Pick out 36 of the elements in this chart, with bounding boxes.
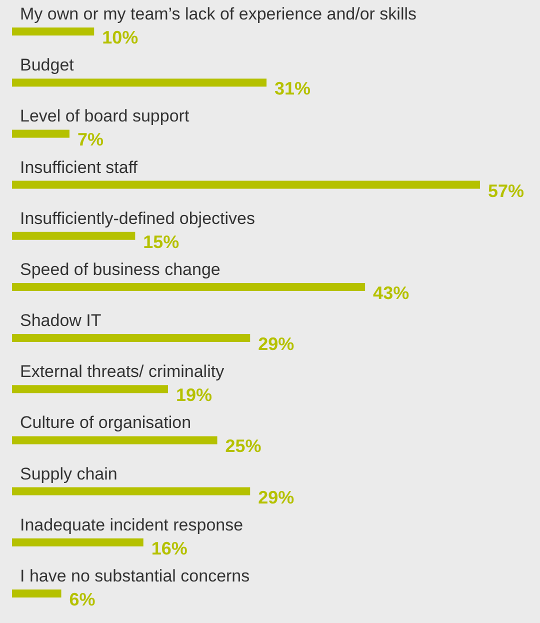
bar <box>12 334 250 342</box>
bar <box>12 78 267 87</box>
bar <box>12 28 94 36</box>
data-label: 43% <box>373 282 410 303</box>
bar <box>12 487 250 496</box>
y-tick-label: Insufficient staff <box>20 158 138 177</box>
y-tick-label: I have no substantial concerns <box>20 566 250 586</box>
y-tick-label: Speed of business change <box>20 260 220 279</box>
data-label: 57% <box>488 180 524 201</box>
y-tick-label: External threats/ criminality <box>20 362 225 382</box>
data-label: 7% <box>77 130 104 150</box>
data-label: 25% <box>225 436 262 456</box>
bar <box>12 180 480 189</box>
data-label: 29% <box>258 334 294 354</box>
y-tick-label: Supply chain <box>20 464 118 484</box>
y-tick-label: Inadequate incident response <box>20 515 244 534</box>
data-label: 16% <box>151 538 188 558</box>
data-label: 15% <box>143 232 180 252</box>
data-label: 19% <box>176 385 212 406</box>
bar <box>12 130 70 138</box>
bar <box>12 589 62 598</box>
y-tick-label: Shadow IT <box>20 311 102 330</box>
data-label: 10% <box>102 28 138 48</box>
data-label: 29% <box>258 487 294 508</box>
bar <box>12 232 136 240</box>
bar <box>12 538 144 546</box>
data-label: 31% <box>274 78 311 99</box>
y-tick-label: My own or my team’s lack of experience and/or skills <box>20 4 417 24</box>
bar <box>12 385 168 394</box>
bar <box>12 436 218 444</box>
y-tick-label: Culture of organisation <box>20 413 192 432</box>
y-tick-label: Budget <box>20 56 74 75</box>
data-label: 6% <box>69 589 96 610</box>
y-tick-label: Level of board support <box>20 106 190 126</box>
y-tick-label: Insufficiently-defined objectives <box>20 208 255 228</box>
bar <box>12 282 366 291</box>
